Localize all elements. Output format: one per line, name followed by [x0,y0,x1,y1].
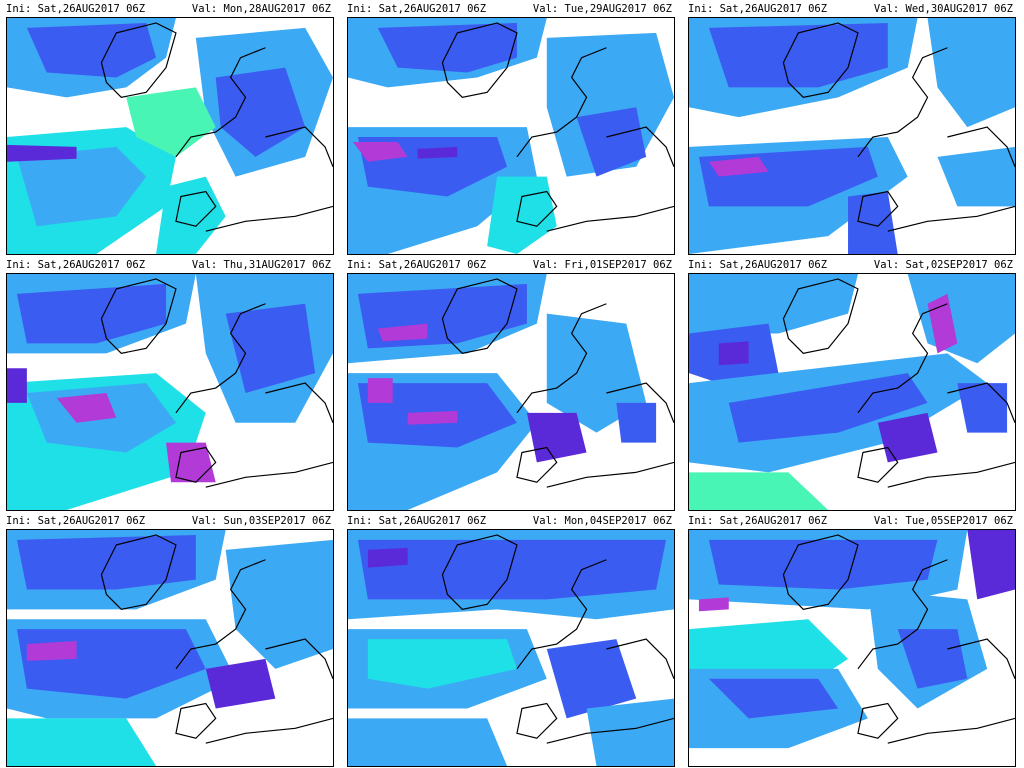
forecast-panel: Ini: Sat,26AUG2017 06Z Val: Tue,05SEP201… [682,512,1023,768]
valid-time-label: Val: Sun,03SEP2017 06Z [191,515,331,527]
valid-time-label: Val: Wed,30AUG2017 06Z [873,3,1013,15]
valid-time-label: Val: Thu,31AUG2017 06Z [191,259,331,271]
coastlines [782,278,1015,488]
precip-field [7,274,333,510]
forecast-map [347,529,675,767]
valid-time-label: Val: Mon,28AUG2017 06Z [191,3,331,15]
init-time-label: Ini: Sat,26AUG2017 06Z [6,3,146,15]
forecast-panel: Ini: Sat,26AUG2017 06Z Val: Sat,02SEP201… [682,256,1023,512]
panel-header: Ini: Sat,26AUG2017 06Z Val: Fri,01SEP201… [347,258,678,272]
init-time-label: Ini: Sat,26AUG2017 06Z [688,259,828,271]
forecast-map [347,17,675,255]
panel-header: Ini: Sat,26AUG2017 06Z Val: Sat,02SEP201… [688,258,1019,272]
panel-header: Ini: Sat,26AUG2017 06Z Val: Sun,03SEP201… [6,514,337,528]
init-time-label: Ini: Sat,26AUG2017 06Z [347,515,487,527]
forecast-panel: Ini: Sat,26AUG2017 06Z Val: Sun,03SEP201… [0,512,341,768]
panel-header: Ini: Sat,26AUG2017 06Z Val: Mon,28AUG201… [6,2,337,16]
coastlines [100,534,333,744]
coastlines [441,534,674,744]
init-time-label: Ini: Sat,26AUG2017 06Z [347,3,487,15]
precip-field [689,274,1015,510]
valid-time-label: Val: Fri,01SEP2017 06Z [532,259,672,271]
valid-time-label: Val: Sat,02SEP2017 06Z [873,259,1013,271]
init-time-label: Ini: Sat,26AUG2017 06Z [688,515,828,527]
coastlines [441,278,674,488]
forecast-map [347,273,675,511]
coastlines [100,278,333,488]
init-time-label: Ini: Sat,26AUG2017 06Z [6,259,146,271]
forecast-map [6,273,334,511]
panel-header: Ini: Sat,26AUG2017 06Z Val: Thu,31AUG201… [6,258,337,272]
coastlines [441,22,674,232]
forecast-map [688,529,1016,767]
forecast-panel: Ini: Sat,26AUG2017 06Z Val: Thu,31AUG201… [0,256,341,512]
panel-header: Ini: Sat,26AUG2017 06Z Val: Wed,30AUG201… [688,2,1019,16]
init-time-label: Ini: Sat,26AUG2017 06Z [347,259,487,271]
panel-header: Ini: Sat,26AUG2017 06Z Val: Tue,05SEP201… [688,514,1019,528]
forecast-panel: Ini: Sat,26AUG2017 06Z Val: Tue,29AUG201… [341,0,682,256]
forecast-panel: Ini: Sat,26AUG2017 06Z Val: Mon,28AUG201… [0,0,341,256]
forecast-map [688,273,1016,511]
valid-time-label: Val: Tue,29AUG2017 06Z [532,3,672,15]
coastlines [100,22,333,232]
forecast-panel: Ini: Sat,26AUG2017 06Z Val: Wed,30AUG201… [682,0,1023,256]
precip-field [689,18,1015,254]
init-time-label: Ini: Sat,26AUG2017 06Z [688,3,828,15]
init-time-label: Ini: Sat,26AUG2017 06Z [6,515,146,527]
precip-field [348,530,674,766]
panel-header: Ini: Sat,26AUG2017 06Z Val: Mon,04SEP201… [347,514,678,528]
precip-field [7,530,333,766]
forecast-panel: Ini: Sat,26AUG2017 06Z Val: Mon,04SEP201… [341,512,682,768]
forecast-map [6,17,334,255]
forecast-map [688,17,1016,255]
precip-field [348,274,657,510]
panel-header: Ini: Sat,26AUG2017 06Z Val: Tue,29AUG201… [347,2,678,16]
valid-time-label: Val: Mon,04SEP2017 06Z [532,515,672,527]
precip-field [7,18,333,254]
forecast-panel: Ini: Sat,26AUG2017 06Z Val: Fri,01SEP201… [341,256,682,512]
coastlines [782,534,1015,744]
valid-time-label: Val: Tue,05SEP2017 06Z [873,515,1013,527]
coastlines [782,22,1015,232]
precip-field [689,530,1015,749]
forecast-map [6,529,334,767]
